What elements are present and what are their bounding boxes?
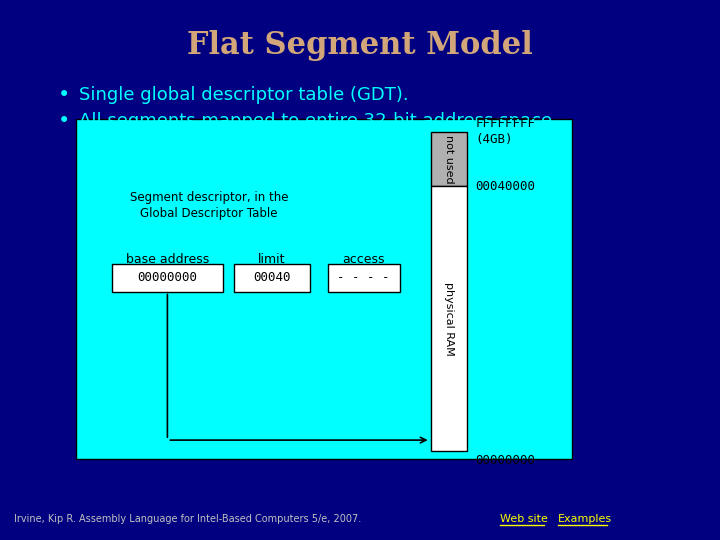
Text: physical RAM: physical RAM [444,282,454,355]
Text: Web site: Web site [500,515,548,524]
Text: All segments mapped to entire 32-bit address space: All segments mapped to entire 32-bit add… [79,112,552,131]
Text: - - - -: - - - - [338,271,390,284]
Text: limit: limit [258,253,286,266]
Bar [76,119,572,459]
Text: not used: not used [444,135,454,184]
Text: 00040000: 00040000 [475,180,535,193]
Text: 00040: 00040 [253,271,291,284]
Text: Flat Segment Model: Flat Segment Model [187,30,533,62]
Text: 00000000: 00000000 [138,271,197,284]
Text: •: • [58,84,70,105]
Text: 00000000: 00000000 [475,454,535,467]
Text: FFFFFFFF: FFFFFFFF [475,117,535,130]
Bar [112,264,223,292]
Text: Irvine, Kip R. Assembly Language for Intel-Based Computers 5/e, 2007.: Irvine, Kip R. Assembly Language for Int… [14,515,361,524]
Text: •: • [58,111,70,132]
Text: Global Descriptor Table: Global Descriptor Table [140,207,277,220]
Bar [431,132,467,186]
Bar [431,186,467,451]
Text: access: access [342,253,385,266]
Text: Segment descriptor, in the: Segment descriptor, in the [130,191,288,204]
Text: base address: base address [126,253,209,266]
Text: Examples: Examples [558,515,612,524]
Bar [328,264,400,292]
Text: Single global descriptor table (GDT).: Single global descriptor table (GDT). [79,85,409,104]
Text: (4GB): (4GB) [475,133,513,146]
Bar [234,264,310,292]
